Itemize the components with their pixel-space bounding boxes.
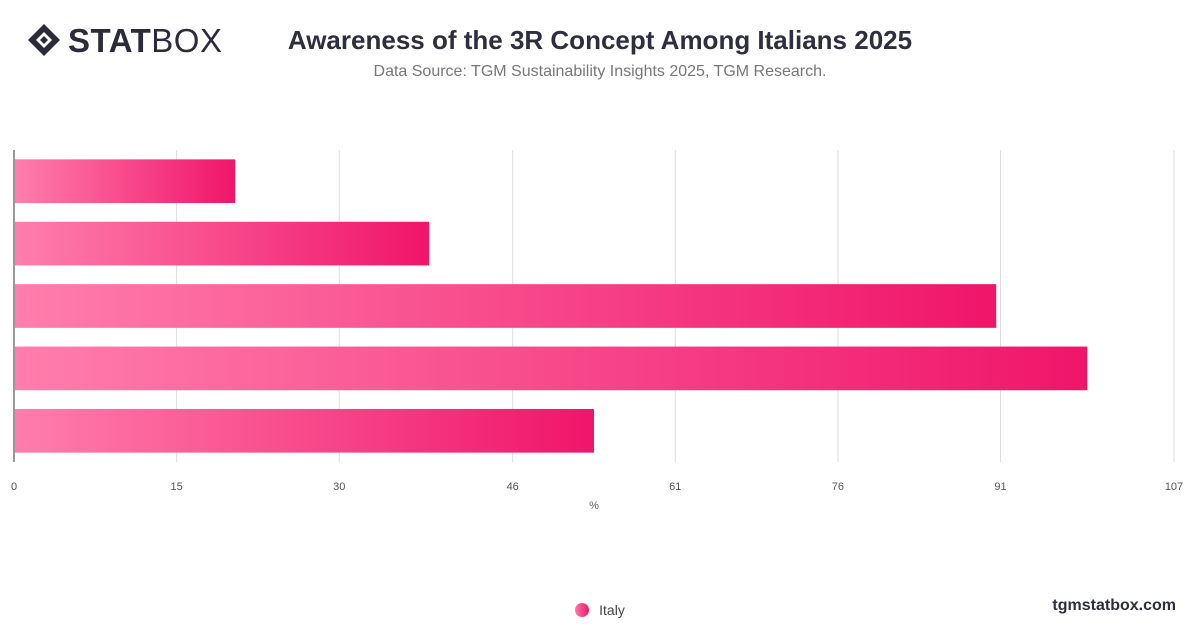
chart-subtitle: Data Source: TGM Sustainability Insights…	[373, 63, 827, 80]
legend-swatch	[575, 603, 590, 617]
bar-1[interactable]	[15, 159, 236, 204]
x-tick-label: 107	[1165, 481, 1183, 493]
x-tick-label: 0	[11, 481, 17, 493]
x-axis-label: %	[589, 500, 599, 512]
chart-title: Awareness of the 3R Concept Among Italia…	[287, 25, 913, 55]
logo-wordmark: STATBOX	[68, 24, 222, 57]
bar-2[interactable]	[15, 221, 430, 266]
bar-5[interactable]	[15, 408, 594, 453]
site-url: tgmstatbox.com	[1052, 597, 1176, 614]
x-tick-label: 15	[170, 481, 182, 493]
logo-thin-text: BOX	[151, 21, 223, 59]
x-tick-label: 46	[507, 481, 519, 493]
legend: Italy	[0, 602, 1200, 618]
x-tick-label: 91	[994, 481, 1006, 493]
legend-label: Italy	[599, 602, 625, 618]
brand-logo: STATBOX	[26, 22, 222, 58]
logo-bold-text: STAT	[68, 21, 152, 59]
x-tick-label: 76	[832, 481, 844, 493]
x-tick-label: 30	[333, 481, 345, 493]
diamond-logo-icon	[28, 24, 60, 56]
x-tick-label: 61	[669, 481, 681, 493]
bar-3[interactable]	[15, 284, 997, 328]
bar-4[interactable]	[15, 346, 1088, 391]
